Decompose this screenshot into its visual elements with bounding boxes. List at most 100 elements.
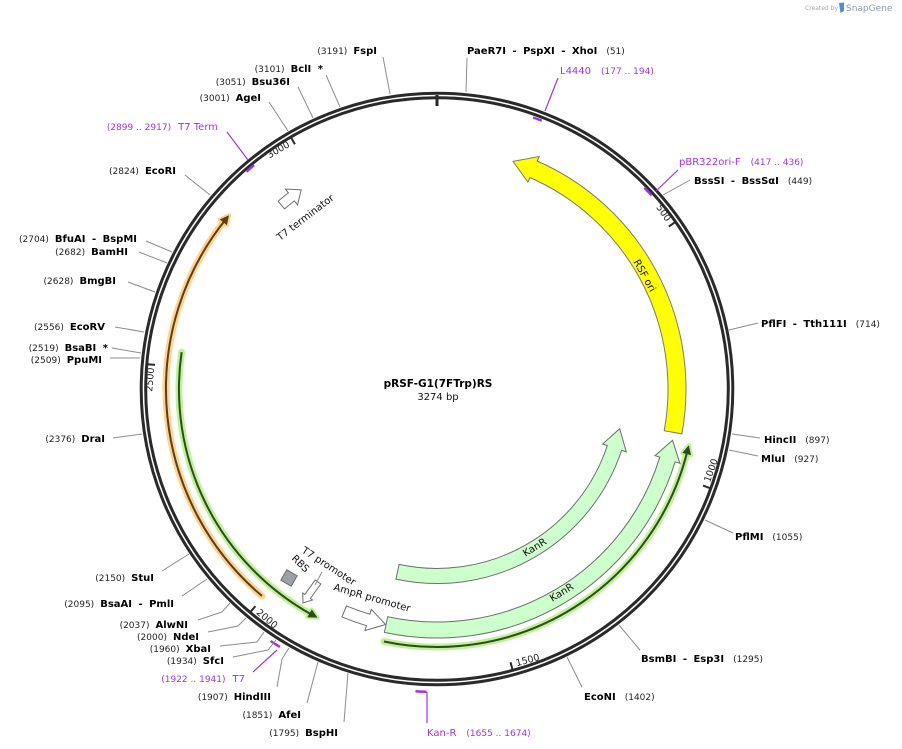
enzyme-site-bsmbi[interactable]: BsmBI - Esp3I (1295) <box>618 624 763 665</box>
enzyme-label[interactable]: (2095) BsaAI - PmlI <box>64 599 174 610</box>
feature-rbs-box[interactable] <box>280 569 298 587</box>
enzyme-site-ndei[interactable]: (2000) NdeI <box>137 617 247 643</box>
enzyme-label[interactable]: (1795) BspHI <box>269 728 338 739</box>
primer-label[interactable]: Kan-R (1655 .. 1674) <box>427 728 531 739</box>
enzyme-label[interactable]: HincII (897) <box>764 435 830 446</box>
primer-l4440[interactable]: L4440 (177 .. 194) <box>544 66 654 112</box>
enzyme-site-bfuai[interactable]: (2704) BfuAI - BspMI <box>19 234 173 253</box>
enzyme-site-bmgbi[interactable]: (2628) BmgBI <box>44 276 156 293</box>
feature-rsf-ori-arrow[interactable] <box>512 155 687 435</box>
enzyme-label[interactable]: BssSI - BssSαI (449) <box>694 176 812 187</box>
enzyme-site-hincii[interactable]: HincII (897) <box>731 433 830 446</box>
feature-kanr-outer-arrow[interactable] <box>383 439 681 639</box>
feature-kanr-inner-arrow[interactable] <box>395 427 628 584</box>
orf-arrowhead-icon <box>219 215 229 226</box>
enzyme-site-stui[interactable]: (2150) StuI <box>95 553 190 584</box>
primer-pbr322ori-f[interactable]: pBR322ori-F (417 .. 436) <box>655 157 803 192</box>
enzyme-site-econi[interactable]: EcoNI (1402) <box>566 656 655 703</box>
orf-left-green[interactable] <box>175 348 320 620</box>
orf-left-orange[interactable] <box>162 213 266 600</box>
enzyme-label[interactable]: (3191) FspI <box>317 46 377 57</box>
enzyme-site-bsaai[interactable]: (2095) BsaAI - PmlI <box>64 578 208 610</box>
enzyme-site-fspi[interactable]: (3191) FspI <box>317 46 391 95</box>
tick-3000 <box>290 136 296 145</box>
snapgene-text: SnapGene <box>846 4 893 14</box>
enzyme-site-hindiii[interactable]: (1907) HindIII <box>198 647 290 703</box>
enzyme-site-bsabi[interactable]: (2519) BsaBI * <box>29 343 142 354</box>
enzyme-site-mlui[interactable]: MluI (927) <box>728 449 818 465</box>
enzyme-site-ecorv[interactable]: (2556) EcoRV <box>34 322 145 333</box>
enzyme-site-bsssi[interactable]: BssSI - BssSαI (449) <box>662 176 812 196</box>
primer-t7[interactable]: (1922 .. 1941) T7 <box>161 649 278 685</box>
leader-line <box>343 672 349 723</box>
primer-label[interactable]: L4440 (177 .. 194) <box>560 66 654 77</box>
enzyme-site-drai[interactable]: (2376) DraI <box>45 433 143 445</box>
enzyme-site-pflmi[interactable]: PflMI (1055) <box>704 519 802 543</box>
enzyme-label[interactable]: (2000) NdeI <box>137 632 199 643</box>
primer-label[interactable]: (2899 .. 2917) T7 Term <box>107 122 218 133</box>
enzyme-label[interactable]: (1907) HindIII <box>198 692 271 703</box>
enzyme-label[interactable]: (2556) EcoRV <box>34 322 105 333</box>
enzyme-site-bsphi[interactable]: (1795) BspHI <box>269 672 349 739</box>
enzyme-site-bamhi[interactable]: (2682) BamHI <box>55 247 168 264</box>
enzyme-label[interactable]: (3001) AgeI <box>200 93 261 104</box>
enzyme-site-bcli[interactable]: (3101) BclI * <box>255 64 341 108</box>
primer-kan-r[interactable]: Kan-R (1655 .. 1674) <box>426 692 531 739</box>
enzyme-label[interactable]: BsmBI - Esp3I (1295) <box>641 654 763 665</box>
enzyme-label[interactable]: PflFI - Tth111I (714) <box>761 319 880 330</box>
enzyme-label[interactable]: (1851) AfeI <box>242 710 301 721</box>
enzyme-label[interactable]: MluI (927) <box>761 454 818 465</box>
primer-label[interactable]: pBR322ori-F (417 .. 436) <box>679 157 803 168</box>
enzyme-label[interactable]: (2376) DraI <box>45 434 105 445</box>
primer-bar-pbr322ori-f[interactable] <box>643 186 653 197</box>
enzyme-site-bsu36i[interactable]: (3051) Bsu36I <box>216 77 314 119</box>
enzyme-site-ecori[interactable]: (2824) EcoRI <box>109 166 211 196</box>
enzyme-label[interactable]: PflMI (1055) <box>735 532 802 543</box>
enzyme-label[interactable]: (2628) BmgBI <box>44 276 116 287</box>
leader-line <box>566 656 583 688</box>
primer-bar-kan-r[interactable] <box>415 689 427 694</box>
enzyme-label[interactable]: (1934) SfcI <box>167 656 224 667</box>
primer-bar-t7-term[interactable] <box>245 164 255 173</box>
enzyme-label[interactable]: (2704) BfuAI - BspMI <box>19 234 137 245</box>
enzyme-label[interactable]: (2824) EcoRI <box>109 166 176 177</box>
enzyme-label[interactable]: (2509) PpuMI <box>31 355 102 366</box>
leader-line <box>226 131 249 161</box>
enzyme-site-agei[interactable]: (3001) AgeI <box>200 93 289 132</box>
enzyme-label[interactable]: (2682) BamHI <box>55 247 128 258</box>
snapgene-branding[interactable]: Created by SnapGene <box>805 2 893 15</box>
enzyme-site-afei[interactable]: (1851) AfeI <box>242 661 319 721</box>
enzyme-site-ppumi[interactable]: (2509) PpuMI <box>31 355 140 366</box>
primer-bar-t7[interactable] <box>269 639 281 648</box>
primer-label[interactable]: (1922 .. 1941) T7 <box>161 674 245 685</box>
enzyme-site-xbai[interactable]: (1960) XbaI <box>150 631 265 655</box>
primer-bar-l4440[interactable] <box>532 116 543 122</box>
tick-2000 <box>249 605 257 613</box>
enzyme-label[interactable]: EcoNI (1402) <box>584 692 655 703</box>
orf-line <box>165 219 263 597</box>
tick-2500 <box>146 363 156 366</box>
enzyme-site-sfci[interactable]: (1934) SfcI <box>167 639 277 667</box>
enzyme-site-pflfi[interactable]: PflFI - Tth111I (714) <box>728 319 880 331</box>
feature-t7-promoter-arrow[interactable] <box>302 579 322 604</box>
enzyme-label[interactable]: (2037) AlwNI <box>120 620 188 631</box>
tick-label-3000: 3000 <box>265 139 291 161</box>
enzyme-site-alwni[interactable]: (2037) AlwNI <box>120 602 231 631</box>
enzyme-label[interactable]: (2519) BsaBI * <box>29 343 109 354</box>
enzyme-label[interactable]: (3051) Bsu36I <box>216 77 290 88</box>
leader-line <box>704 519 734 534</box>
leader-line <box>232 639 277 658</box>
enzyme-label[interactable]: (1960) XbaI <box>150 644 211 655</box>
primer-t7-term[interactable]: (2899 .. 2917) T7 Term <box>107 122 249 161</box>
feature-ampr-promoter-arrow[interactable] <box>341 605 387 632</box>
enzyme-site-xhoi[interactable]: PaeR7I - PspXI - XhoI (51) <box>465 46 625 93</box>
orf-right-green[interactable] <box>380 443 693 651</box>
enzyme-label[interactable]: (2150) StuI <box>95 573 154 584</box>
leader-line <box>655 169 679 192</box>
leader-line <box>325 74 341 108</box>
enzyme-label[interactable]: (3101) BclI * <box>255 64 324 75</box>
leader-line <box>465 57 468 93</box>
feature-t7-terminator-arrow[interactable] <box>277 188 302 210</box>
enzyme-label[interactable]: PaeR7I - PspXI - XhoI (51) <box>467 46 625 57</box>
